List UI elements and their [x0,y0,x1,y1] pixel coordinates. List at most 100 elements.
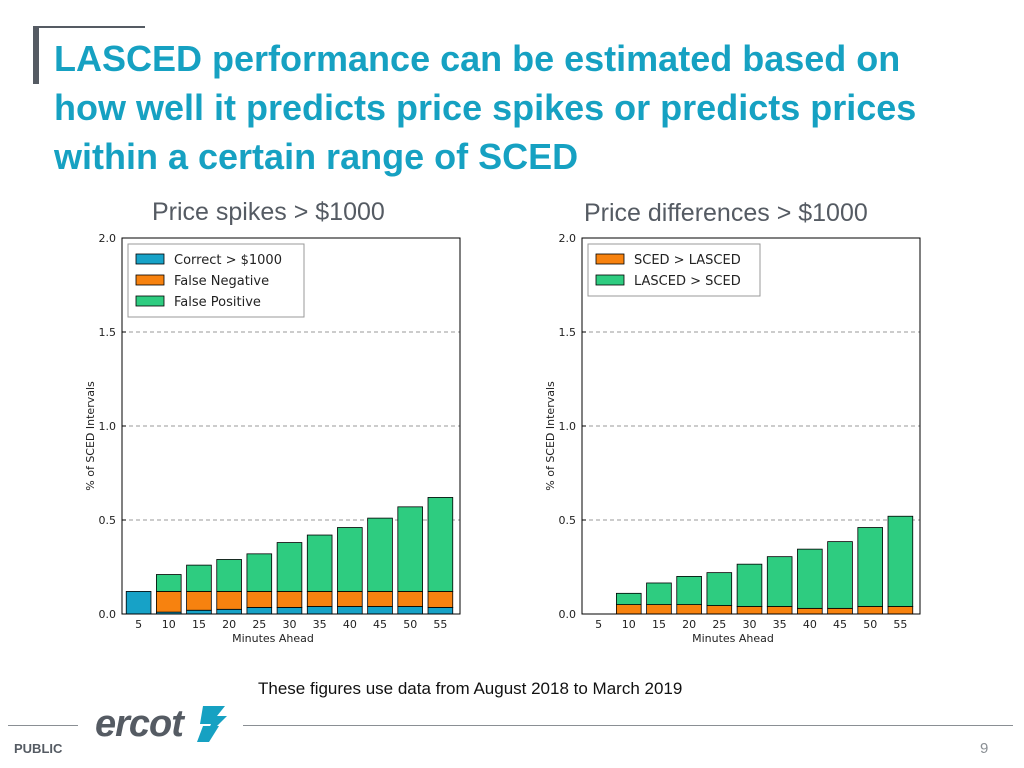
bar-segment [156,574,182,592]
legend-label: LASCED > SCED [634,274,741,289]
bar-segment [186,564,212,592]
title-accent-bar [33,26,39,84]
y-tick-label: 2.0 [99,232,117,245]
public-label: PUBLIC [14,741,63,756]
legend-box [587,243,761,297]
y-tick-label: 0.5 [99,514,117,527]
bar-segment [887,606,914,615]
bar-segment [367,606,393,615]
x-tick-label: 50 [863,618,877,631]
x-tick-label: 20 [222,618,236,631]
bar-segment [766,606,793,615]
bar-segment [246,607,273,615]
bar-segment [676,575,702,605]
y-axis-label: % of SCED Intervals [544,381,557,491]
bar-segment [646,604,672,615]
x-tick-label: 50 [403,618,417,631]
footer-divider-left [8,725,78,726]
bar-segment [427,497,454,592]
bar-segment [736,563,763,607]
slide-title: LASCED performance can be estimated base… [54,38,917,177]
x-tick-label: 10 [622,618,636,631]
x-tick-label: 5 [595,618,602,631]
bar-segment [736,606,763,615]
bar-segment [706,572,733,606]
x-tick-label: 40 [343,618,357,631]
price-differences-chart: 0.0 0.5 1.0 1.5 2.0 5 10 15 20 25 30 35 40 45 50 55 Minu… [544,232,921,645]
bar-segment [857,606,883,615]
legend-swatch [135,253,165,265]
y-tick-label: 1.5 [99,326,117,339]
ercot-logo: ercot [95,703,227,745]
y-tick-label: 0.5 [559,514,577,527]
bar-segment [616,592,642,606]
x-tick-label: 55 [893,618,907,631]
bar-segment [427,607,454,615]
price-spikes-chart: 0.0 0.5 1.0 1.5 2.0 5 10 15 20 25 30 35 40 45 50 55 Minu… [84,232,461,645]
bar-segment [246,591,273,608]
bar-segment [427,591,454,608]
bar-segment [276,591,303,608]
footer-divider-right [243,725,1013,726]
x-tick-label: 45 [373,618,387,631]
lightning-bolt-icon [197,706,227,742]
x-tick-label: 35 [773,618,787,631]
bar-segment [276,542,303,592]
legend-label: False Positive [174,295,261,310]
y-axis-label: % of SCED Intervals [84,381,97,491]
bar-segment [827,541,853,609]
bar-segment [887,515,914,607]
legend-swatch [135,295,165,307]
legend-label: SCED > LASCED [634,253,741,268]
x-tick-label: 25 [712,618,726,631]
bar-segment [306,591,333,607]
bar-segment [397,606,423,615]
title-accent-line [33,26,145,28]
x-tick-label: 45 [833,618,847,631]
x-tick-label: 15 [192,618,206,631]
x-tick-label: 40 [803,618,817,631]
x-tick-label: 30 [742,618,756,631]
x-tick-label: 5 [135,618,142,631]
x-tick-label: 15 [652,618,666,631]
bar-segment [216,559,242,592]
bar-segment [337,606,363,615]
legend-swatch [595,274,625,286]
bar-segment [367,517,393,592]
bar-segment [797,548,823,609]
bar-segment [246,553,273,592]
bar-segment [367,591,393,607]
bar-segment [766,556,793,607]
plot-frame [121,237,461,615]
y-tick-label: 0.0 [99,608,117,621]
bar-segment [216,591,242,610]
bar-segment [676,604,702,615]
bar-segment [616,604,642,615]
bar-segment [397,591,423,607]
bar-segment [186,591,212,611]
y-tick-label: 1.0 [559,420,577,433]
y-tick-label: 2.0 [559,232,577,245]
y-tick-label: 0.0 [559,608,577,621]
bar-segment [306,534,333,592]
x-tick-label: 55 [433,618,447,631]
legend-label: Correct > $1000 [174,253,282,268]
x-axis-label: Minutes Ahead [232,632,314,645]
bar-segment [156,591,182,613]
bar-segment [337,527,363,592]
page-number: 9 [980,740,989,757]
bar-segment [857,527,883,607]
x-axis-label: Minutes Ahead [692,632,774,645]
bar-segment [306,606,333,615]
plot-frame [581,237,921,615]
x-tick-label: 35 [313,618,327,631]
bar-segment [216,608,242,615]
legend-swatch [135,274,165,286]
bar-segment [827,607,853,615]
legend-label: False Negative [174,274,269,289]
bar-segment [186,609,212,615]
bar-segment [125,591,152,615]
x-tick-label: 25 [252,618,266,631]
bar-segment [276,607,303,615]
chart-heading-price-differences: Price differences > $1000 [584,199,868,227]
